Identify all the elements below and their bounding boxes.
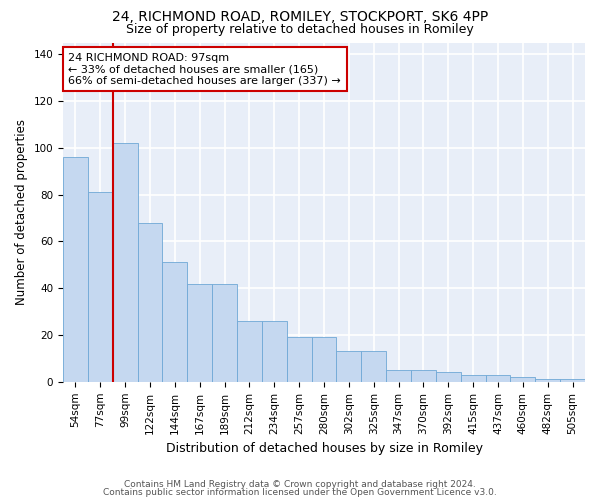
Bar (337, 352, 361, 382)
Bar (212, 284, 237, 382)
Bar (163, 262, 187, 382)
Text: Contains HM Land Registry data © Crown copyright and database right 2024.: Contains HM Land Registry data © Crown c… (124, 480, 476, 489)
Bar (485, 375, 511, 382)
Bar (88, 192, 113, 382)
Bar (63, 157, 88, 382)
Text: Contains public sector information licensed under the Open Government Licence v3: Contains public sector information licen… (103, 488, 497, 497)
Bar (287, 338, 311, 382)
Bar (386, 370, 411, 382)
Y-axis label: Number of detached properties: Number of detached properties (15, 119, 28, 305)
Bar (137, 222, 163, 382)
Text: Size of property relative to detached houses in Romiley: Size of property relative to detached ho… (126, 22, 474, 36)
X-axis label: Distribution of detached houses by size in Romiley: Distribution of detached houses by size … (166, 442, 482, 455)
Bar (511, 377, 535, 382)
Text: 24 RICHMOND ROAD: 97sqm
← 33% of detached houses are smaller (165)
66% of semi-d: 24 RICHMOND ROAD: 97sqm ← 33% of detache… (68, 52, 341, 86)
Bar (262, 321, 287, 382)
Bar (187, 284, 212, 382)
Bar (461, 375, 485, 382)
Bar (560, 380, 585, 382)
Bar (361, 352, 386, 382)
Bar (113, 143, 137, 382)
Bar (436, 372, 461, 382)
Bar (411, 370, 436, 382)
Bar (311, 338, 337, 382)
Bar (535, 380, 560, 382)
Text: 24, RICHMOND ROAD, ROMILEY, STOCKPORT, SK6 4PP: 24, RICHMOND ROAD, ROMILEY, STOCKPORT, S… (112, 10, 488, 24)
Bar (237, 321, 262, 382)
